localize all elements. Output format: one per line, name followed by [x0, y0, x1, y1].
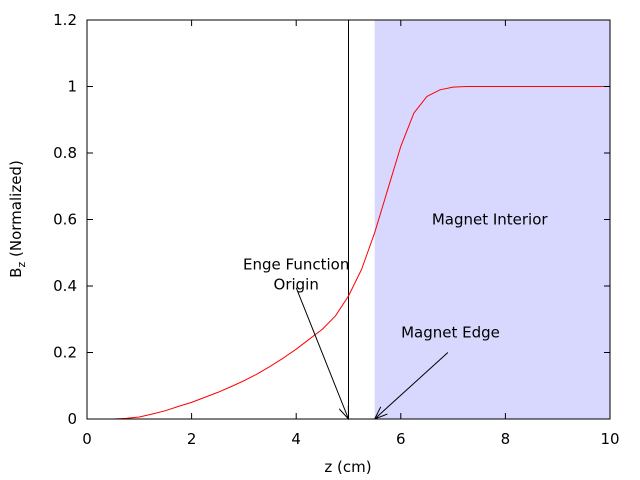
y-tick-label: 0.8	[53, 144, 77, 162]
x-tick-label: 2	[187, 430, 197, 448]
x-tick-label: 0	[82, 430, 92, 448]
y-tick-label: 0.6	[53, 211, 77, 229]
y-tick-label: 1.2	[53, 11, 77, 29]
magnet-edge-arrow	[375, 352, 449, 420]
y-tick-label: 0.4	[53, 277, 77, 295]
y-axis-label-subscript: z	[15, 262, 28, 268]
y-tick-label: 0.2	[53, 344, 77, 362]
series-layer	[113, 86, 610, 420]
x-tick-label: 10	[600, 430, 619, 448]
magnet-interior-label: Magnet Interior	[432, 211, 549, 229]
y-axis-label: Bz (Normalized)	[7, 160, 28, 278]
annotation-layer: Magnet Interior Enge Function Origin Magnet…	[243, 211, 548, 420]
y-axis-label-rest: (Normalized)	[7, 160, 25, 262]
enge-origin-annotation-text: Origin	[274, 275, 319, 293]
y-axis-label-main: B	[7, 268, 25, 278]
x-tick-label: 4	[291, 430, 301, 448]
enge-origin-annotation-text: Enge Function	[243, 255, 349, 273]
series-line-0	[113, 86, 610, 420]
y-tick-label: 1	[67, 78, 77, 96]
x-tick-label: 8	[501, 430, 511, 448]
enge-origin-arrow	[295, 287, 348, 419]
magnet-edge-annotation-text: Magnet Edge	[401, 324, 500, 342]
x-tick-label: 6	[396, 430, 406, 448]
x-axis-label: z (cm)	[324, 458, 371, 476]
y-tick-label: 0	[67, 410, 77, 428]
